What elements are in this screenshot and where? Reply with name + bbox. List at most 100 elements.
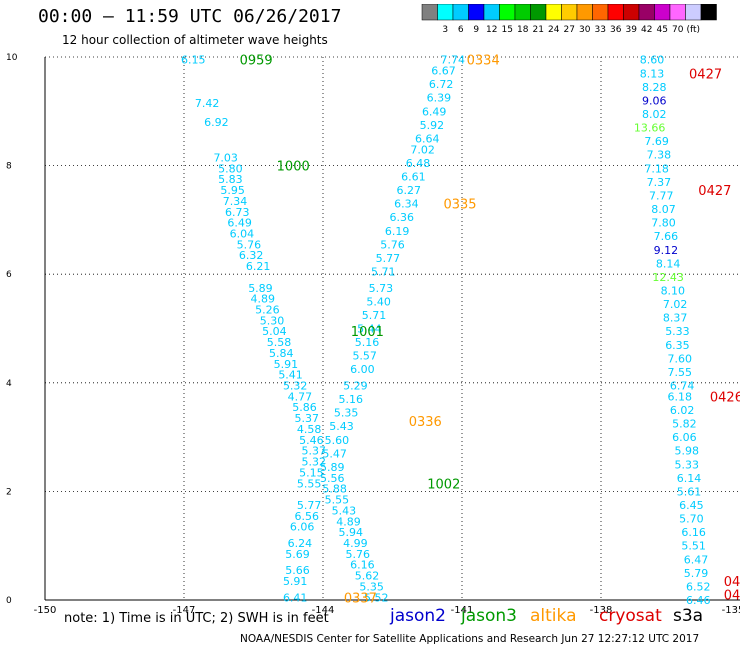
colorbar-label: 21	[533, 25, 544, 35]
wave-height-label: 6.04	[230, 227, 255, 240]
wave-height-label: 5.70	[679, 513, 704, 526]
wave-height-plot: -150 -147 -144 -141 -138 -135 0 2 4 6 8 10 6.15 7.42 6…	[6, 53, 740, 616]
wave-height-label: 7.34	[223, 195, 248, 208]
colorbar-label: 27	[564, 25, 575, 35]
wave-height-label: 6.73	[225, 206, 250, 219]
colorbar-label: 12	[486, 25, 497, 35]
pass-time-label: 0334	[467, 54, 500, 69]
wave-height-label: 8.60	[640, 54, 665, 67]
wave-height-label: 6.47	[684, 553, 709, 566]
page-subtitle: 12 hour collection of altimeter wave hei…	[62, 33, 328, 47]
colorbar-label: 70	[672, 25, 684, 35]
wave-height-label: 5.52	[364, 591, 389, 604]
colorbar-label: 36	[610, 25, 622, 35]
wave-height-label: 8.07	[651, 203, 676, 216]
wave-height-label: 6.49	[422, 105, 447, 118]
wave-height-label: 7.69	[644, 135, 669, 148]
wave-height-label: 6.41	[283, 591, 308, 604]
colorbar-label: 42	[641, 25, 652, 35]
wave-height-label: 6.46	[686, 594, 711, 607]
wave-height-label: 8.02	[642, 108, 667, 121]
wave-height-label: 6.64	[415, 132, 440, 145]
y-tick-label: 0	[6, 596, 12, 606]
y-tick-label: 2	[6, 487, 12, 497]
wave-height-label: 5.83	[218, 173, 243, 186]
wave-height-label: 7.37	[647, 176, 672, 189]
pass-time-label: 1001	[351, 325, 384, 340]
wave-height-label: 6.24	[288, 537, 313, 550]
wave-height-label: 8.13	[640, 67, 665, 80]
pass-time-label: 1002	[427, 477, 460, 492]
footer-credit: NOAA/NESDIS Center for Satellite Applica…	[240, 633, 700, 645]
pass-time-label: 1000	[277, 160, 310, 175]
wave-height-label: 4.99	[343, 537, 368, 550]
wave-height-label: 7.02	[663, 298, 688, 311]
wave-height-label: 5.73	[369, 282, 394, 295]
wave-height-label: 5.76	[380, 238, 405, 251]
wave-height-label: 5.30	[260, 314, 285, 327]
colorbar-label: 9	[473, 25, 479, 35]
mission-legend-jason2: jason2	[390, 606, 446, 626]
color-scale-legend: 3 6 9 12 15 18 21 24 27 30 33 36 39 42 45 70 (ft)	[421, 4, 717, 35]
colorbar-label: 30	[579, 25, 591, 35]
colorbar-unit: (ft)	[686, 25, 700, 35]
wave-height-label: 5.35	[359, 580, 384, 593]
wave-height-label: 5.51	[681, 540, 706, 553]
pass-time-label: 0426	[710, 390, 740, 405]
mission-legend-s3a: s3a	[673, 606, 704, 626]
page-title: 00:00 – 11:59 UTC 06/26/2017	[38, 6, 342, 27]
wave-height-label: 7.55	[668, 366, 693, 379]
wave-height-label: 7.02	[410, 143, 435, 156]
wave-height-label: 6.39	[427, 92, 452, 105]
wave-height-label: 7.38	[647, 149, 672, 162]
pass-time-label: 0427	[689, 67, 722, 82]
wave-height-label: 5.44	[357, 323, 382, 336]
pass-time-label: 042	[724, 589, 740, 604]
wave-height-label: 6.74	[670, 380, 695, 393]
wave-height-label: 8.14	[656, 257, 681, 270]
wave-height-label: 5.92	[420, 119, 445, 132]
wave-height-label: 7.80	[651, 217, 676, 230]
wave-height-label: 5.71	[362, 309, 387, 322]
wave-height-label: 5.41	[278, 369, 303, 382]
wave-height-label: 5.43	[329, 420, 354, 433]
wave-height-label: 6.16	[681, 526, 706, 539]
wave-height-label: 5.71	[371, 265, 396, 278]
wave-height-label: 5.60	[325, 434, 350, 447]
colorbar-label: 33	[595, 25, 606, 35]
colorbar-label: 15	[502, 25, 513, 35]
wave-height-label: 6.67	[431, 65, 456, 78]
wave-height-label: 5.58	[267, 336, 292, 349]
wave-height-label: 6.34	[394, 198, 419, 211]
wave-height-label: 6.35	[665, 339, 690, 352]
x-tick-label: -135	[722, 605, 740, 616]
wave-height-label: 6.06	[672, 431, 697, 444]
wave-height-label: 5.89	[248, 282, 273, 295]
wave-height-label: 6.61	[401, 170, 426, 183]
wave-height-label: 4.89	[336, 515, 361, 528]
wave-height-label: 9.12	[654, 244, 679, 257]
mission-legend-altika: altika	[530, 606, 577, 626]
wave-height-label: 5.76	[346, 548, 371, 561]
colorbar-swatch	[700, 4, 717, 21]
colorbar-label: 6	[458, 25, 464, 35]
wave-height-label: 5.62	[355, 570, 380, 583]
x-tick-label: -147	[173, 605, 196, 616]
wave-height-label: 5.04	[262, 325, 287, 338]
wave-height-label: 5.66	[285, 564, 310, 577]
wave-height-label: 6.27	[396, 184, 421, 197]
wave-height-label: 6.14	[677, 472, 702, 485]
wave-height-label: 5.77	[297, 499, 322, 512]
wave-height-label: 5.33	[674, 458, 699, 471]
wave-height-label: 7.42	[195, 97, 220, 110]
footer-note: note: 1) Time is in UTC; 2) SWH is in fe…	[64, 611, 329, 626]
wave-height-label: 5.76	[237, 238, 262, 251]
wave-height-label: 5.33	[665, 325, 690, 338]
wave-height-label: 7.03	[213, 151, 238, 164]
wave-height-label: 6.92	[204, 116, 229, 129]
wave-height-label: 5.37	[301, 445, 326, 458]
x-tick-label: -150	[34, 605, 57, 616]
wave-height-label: 4.77	[288, 390, 313, 403]
wave-height-label: 5.57	[352, 350, 377, 363]
wave-height-label: 6.48	[406, 157, 431, 170]
